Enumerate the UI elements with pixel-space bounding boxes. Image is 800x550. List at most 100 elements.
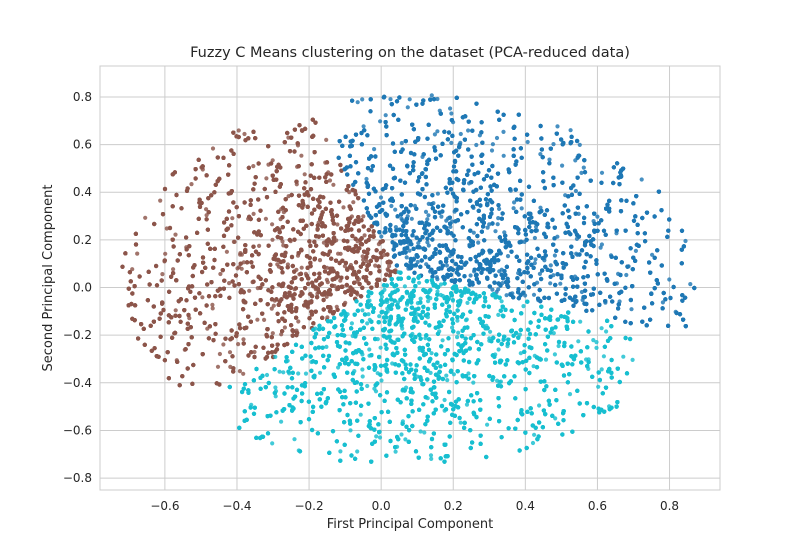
scatter-point bbox=[351, 200, 356, 205]
scatter-point bbox=[633, 248, 639, 253]
scatter-point bbox=[353, 243, 358, 249]
scatter-point bbox=[236, 342, 241, 347]
scatter-point bbox=[423, 209, 429, 214]
scatter-point bbox=[335, 222, 340, 227]
scatter-point bbox=[303, 126, 308, 131]
scatter-point bbox=[248, 202, 253, 207]
scatter-point bbox=[264, 332, 269, 338]
scatter-point bbox=[241, 337, 246, 342]
scatter-point bbox=[531, 292, 537, 297]
scatter-point bbox=[314, 243, 319, 248]
scatter-point bbox=[511, 206, 516, 211]
scatter-point bbox=[237, 369, 242, 374]
scatter-point bbox=[172, 331, 177, 336]
scatter-point bbox=[270, 331, 275, 336]
scatter-point bbox=[359, 218, 364, 223]
scatter-point bbox=[356, 215, 361, 220]
scatter-point bbox=[241, 371, 246, 376]
scatter-point bbox=[360, 97, 365, 102]
scatter-point bbox=[154, 263, 159, 269]
scatter-point bbox=[307, 239, 312, 244]
scatter-point bbox=[320, 315, 325, 320]
scatter-point bbox=[243, 243, 248, 248]
scatter-point bbox=[683, 238, 688, 244]
scatter-point bbox=[305, 304, 310, 309]
scatter-point bbox=[293, 286, 298, 291]
scatter-point bbox=[193, 176, 198, 181]
scatter-point bbox=[249, 260, 254, 265]
scatter-point bbox=[178, 319, 183, 324]
scatter-point bbox=[262, 186, 267, 192]
scatter-point bbox=[364, 239, 369, 244]
scatter-point bbox=[130, 267, 135, 272]
scatter-point bbox=[385, 252, 390, 257]
scatter-point bbox=[253, 175, 258, 180]
scatter-point bbox=[327, 178, 333, 183]
scatter-point bbox=[315, 295, 320, 300]
scatter-point bbox=[201, 260, 206, 265]
scatter-point bbox=[193, 307, 198, 312]
scatter-point bbox=[280, 225, 285, 230]
scatter-point bbox=[299, 290, 304, 295]
scatter-point bbox=[135, 251, 140, 256]
scatter-point bbox=[313, 309, 318, 314]
scatter-point bbox=[320, 224, 325, 229]
scatter-point bbox=[312, 150, 317, 155]
scatter-point bbox=[388, 269, 393, 274]
scatter-point bbox=[298, 218, 303, 223]
scatter-point bbox=[320, 251, 325, 256]
scatter-point bbox=[133, 303, 138, 308]
scatter-point bbox=[301, 325, 306, 330]
scatter-point bbox=[333, 258, 339, 263]
scatter-point bbox=[258, 285, 263, 290]
scatter-point bbox=[387, 264, 392, 269]
scatter-point bbox=[532, 235, 538, 241]
scatter-point bbox=[296, 164, 301, 169]
scatter-point bbox=[334, 213, 340, 218]
scatter-point bbox=[227, 163, 232, 168]
scatter-point bbox=[213, 331, 218, 336]
scatter-point bbox=[324, 137, 329, 142]
scatter-point bbox=[227, 295, 232, 300]
scatter-point bbox=[244, 270, 249, 275]
scatter-point bbox=[258, 298, 263, 303]
scatter-point bbox=[345, 267, 350, 272]
scatter-point bbox=[432, 132, 437, 137]
scatter-point bbox=[360, 254, 365, 259]
scatter-point bbox=[170, 172, 175, 177]
scatter-point bbox=[154, 354, 159, 359]
scatter-point bbox=[211, 338, 216, 343]
scatter-point bbox=[173, 232, 178, 237]
scatter-point bbox=[225, 226, 230, 231]
scatter-point bbox=[253, 136, 258, 141]
scatter-point bbox=[265, 302, 270, 307]
scatter-point bbox=[196, 216, 201, 221]
scatter-point bbox=[292, 149, 297, 154]
scatter-point bbox=[287, 149, 293, 154]
scatter-point bbox=[127, 270, 132, 275]
scatter-point bbox=[133, 242, 139, 247]
scatter-point bbox=[299, 153, 304, 158]
scatter-point bbox=[191, 362, 196, 368]
scatter-point bbox=[268, 269, 273, 274]
scatter-point bbox=[364, 278, 369, 283]
scatter-point bbox=[224, 216, 229, 221]
scatter-point bbox=[448, 106, 453, 111]
scatter-point bbox=[315, 223, 320, 228]
scatter-point bbox=[340, 258, 345, 263]
scatter-point bbox=[311, 321, 316, 326]
scatter-point bbox=[385, 260, 390, 265]
scatter-point bbox=[226, 172, 231, 177]
scatter-point bbox=[238, 261, 243, 266]
scatter-point bbox=[322, 269, 328, 274]
scatter-point bbox=[435, 191, 440, 196]
scatter-point bbox=[371, 234, 376, 239]
scatter-point bbox=[242, 131, 247, 137]
scatter-point bbox=[276, 209, 281, 214]
scatter-point bbox=[273, 189, 278, 194]
scatter-point bbox=[352, 289, 357, 294]
scatter-point bbox=[371, 229, 376, 234]
scatter-point bbox=[379, 255, 384, 260]
scatter-point bbox=[236, 282, 241, 287]
scatter-point bbox=[355, 249, 360, 254]
